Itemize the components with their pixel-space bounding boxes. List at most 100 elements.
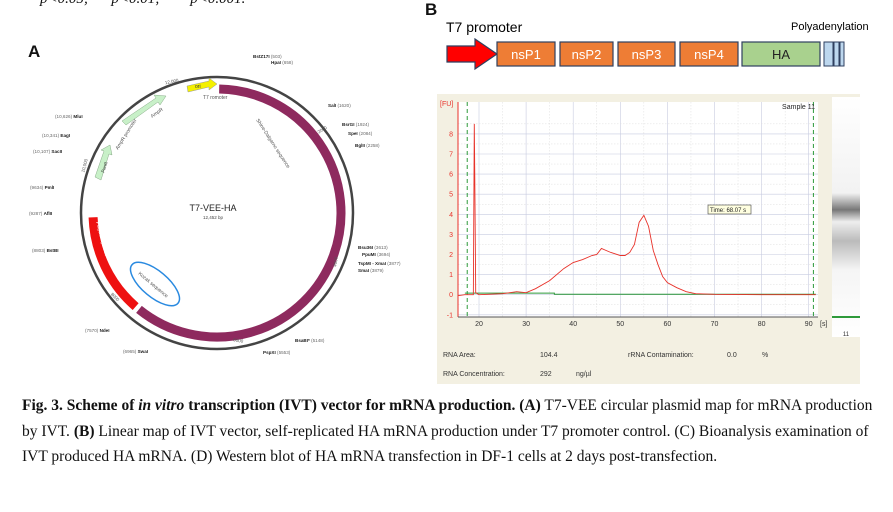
gene-box-nsP3 — [617, 41, 676, 67]
restriction-sites: BstZ17I (503)HpaI (658) SalI (1620) BsrGI … — [29, 54, 401, 355]
caption-a: T7-VEE circular plasmid map for mRNA pro… — [22, 397, 873, 440]
x-tick-label: 90 — [805, 321, 813, 328]
site-label: Bsu36I (3613) — [358, 245, 388, 250]
gene-label: HA — [772, 47, 790, 62]
t7-promoter-arrow — [446, 38, 499, 71]
panel-b-label: B — [425, 0, 438, 19]
sd-label: Shine-Dalgarno sequence — [254, 118, 291, 170]
penr-arrow — [94, 144, 113, 181]
y-tick-label: 3 — [449, 232, 453, 239]
rna-area-label: RNA Area: — [443, 352, 476, 359]
site-label: (6965) SwaI — [123, 349, 148, 354]
nsp-arc — [136, 84, 346, 342]
polya-arc — [88, 217, 139, 310]
tick-label: 4000 — [332, 256, 339, 267]
time-annotation: Time: 68.07 s — [710, 208, 746, 214]
caption-title: Fig. 3. Scheme of — [22, 397, 139, 414]
site-label: BsrGI (1924) — [342, 122, 370, 127]
x-tick-label: 60 — [664, 321, 672, 328]
rrna-value: 0.0 — [727, 352, 737, 359]
y-tick-label: 5 — [449, 192, 453, 199]
ampr-label: AmpR — [150, 107, 165, 120]
site-label: (9634) PmlI — [30, 185, 54, 190]
plasmid-name: T7-VEE-HA — [189, 203, 236, 213]
linear-map: nsP1 nsP2 nsP3 nsP4 HA — [446, 38, 845, 71]
plasmid-map: ori T7 romoter AmpR AmpR promoter PenR S… — [29, 54, 401, 355]
polya-box-1 — [823, 41, 834, 67]
rna-area-value: 104.4 — [540, 352, 558, 359]
y-axis-label: [FU] — [440, 101, 453, 108]
site-label: SmaI (3879) — [358, 268, 384, 273]
chart-title: Sample 11 — [782, 104, 815, 111]
y-tick-label: -1 — [447, 312, 453, 319]
y-tick-label: 6 — [449, 172, 453, 179]
gene-label: nsP4 — [694, 47, 724, 62]
x-tick-label: 80 — [758, 321, 766, 328]
conc-label: RNA Concentration: — [443, 371, 505, 378]
t7-promoter-label: T7 promoter — [446, 19, 523, 35]
gene-box-nsP1 — [496, 41, 556, 67]
polya-box-2 — [833, 41, 840, 67]
plot-area — [458, 102, 818, 317]
nsp-label: nsP1-4 — [323, 241, 333, 258]
y-tick-label: 1 — [449, 272, 453, 279]
site-label: (7570) NdeI — [85, 328, 110, 333]
rrna-label: rRNA Contamination: — [628, 352, 694, 359]
site-label: SpeI (2084) — [348, 131, 373, 136]
site-label: BglII (2258) — [355, 143, 380, 148]
polya-label: Polyadenylation — [791, 21, 869, 33]
tick-label: 8000 — [110, 292, 121, 303]
lane-label: 11 — [843, 332, 850, 338]
site-label: (10,341) EagI — [42, 133, 70, 138]
kozak-ellipse — [129, 261, 181, 307]
x-tick-label: 40 — [569, 321, 577, 328]
site-label: BsaBI* (5148) — [295, 338, 325, 343]
site-label: (9287) AflII — [29, 211, 52, 216]
plasmid-ticks: 2000 4000 6000 8000 10,000 12,000 — [80, 78, 339, 344]
rrna-unit: % — [762, 352, 769, 359]
gene-box-nsP4 — [679, 41, 739, 67]
caption-italic: in vitro — [138, 397, 185, 414]
site-label: PpuMI (3694) — [362, 252, 391, 257]
t7-label: T7 romoter — [203, 95, 228, 101]
gene-label: nsP1 — [511, 47, 541, 62]
x-tick-label: 20 — [475, 321, 483, 328]
x-tick-label: 30 — [522, 321, 530, 328]
conc-unit: ng/µl — [576, 371, 592, 378]
gene-box-HA — [741, 41, 821, 67]
site-label: BstZ17I (503) — [253, 54, 282, 59]
ori-label: ori — [195, 84, 201, 90]
x-tick-label: 50 — [616, 321, 624, 328]
y-tick-label: 2 — [449, 252, 453, 259]
conc-value: 292 — [540, 371, 552, 378]
caption-b-label: (B) — [73, 422, 95, 440]
plasmid-size: 12,452 bp — [203, 215, 224, 220]
site-label: PspXI (5553) — [263, 350, 291, 355]
site-label: (8803) BstBI — [32, 248, 59, 253]
y-tick-label: 0 — [449, 292, 453, 299]
penr-label: PenR — [100, 160, 109, 173]
series-sample — [457, 123, 816, 297]
tick-label: 2000 — [317, 125, 329, 135]
site-label: (10,107) SacII — [33, 149, 62, 154]
caption-title-2: transcription (IVT) vector for mRNA prod… — [184, 397, 541, 414]
ampr-arrow — [121, 94, 167, 126]
gene-box-nsP2 — [559, 41, 614, 67]
polya-box-3 — [839, 41, 845, 67]
time-tooltip — [707, 204, 752, 215]
site-label: (10,626) MluI — [55, 114, 83, 119]
caption-rest: Linear map of IVT vector, self-replicate… — [22, 422, 869, 466]
y-tick-label: 4 — [449, 212, 453, 219]
panel-a-label: A — [28, 42, 41, 61]
site-label: HpaI (658) — [271, 60, 293, 65]
tick-label: 6000 — [233, 337, 244, 344]
site-label: SalI (1620) — [328, 103, 351, 108]
backbone-circle — [79, 75, 355, 351]
gel-lane — [832, 97, 860, 337]
tick-label: 10,000 — [80, 158, 89, 173]
tick-label: 12,000 — [164, 78, 179, 86]
ori-arrow — [186, 77, 218, 93]
y-tick-label: 8 — [449, 131, 453, 138]
x-axis-label: [s] — [820, 321, 827, 328]
y-tick-label: 7 — [449, 152, 453, 159]
